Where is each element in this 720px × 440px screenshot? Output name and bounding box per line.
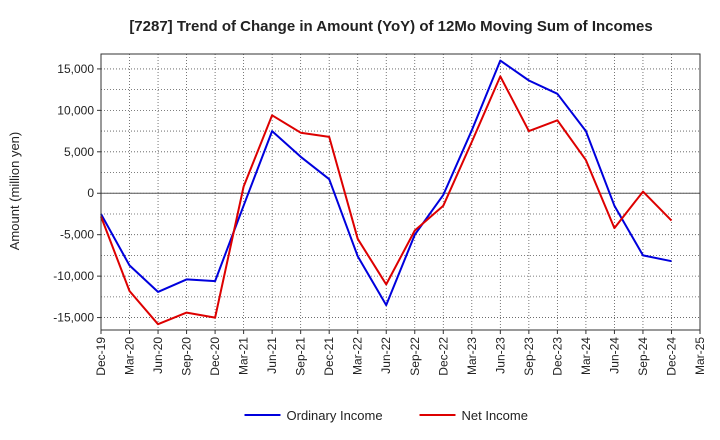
x-tick-label: Dec-21	[322, 337, 336, 376]
x-tick-label: Dec-24	[664, 337, 678, 376]
y-tick-label: 0	[87, 186, 94, 200]
x-tick-label: Jun-22	[379, 337, 393, 374]
x-tick-label: Sep-24	[636, 337, 650, 376]
x-tick-label: Dec-23	[550, 337, 564, 376]
x-tick-label: Jun-24	[607, 337, 621, 374]
legend-label-net-income: Net Income	[462, 408, 528, 423]
x-tick-label: Mar-20	[123, 337, 137, 375]
x-tick-label: Sep-22	[408, 337, 422, 376]
x-tick-label: Dec-20	[208, 337, 222, 376]
y-tick-label: -10,000	[53, 269, 94, 283]
series-line-ordinary-income	[100, 59, 672, 307]
plot-frame	[100, 53, 701, 331]
legend-label-ordinary-income: Ordinary Income	[287, 408, 383, 423]
y-tick-label: 5,000	[64, 145, 94, 159]
y-tick-label: 10,000	[57, 103, 94, 117]
x-tick-label: Dec-22	[436, 337, 450, 376]
x-tick-label: Sep-20	[180, 337, 194, 376]
y-tick-label: -15,000	[53, 311, 94, 325]
x-tick-label: Mar-25	[693, 337, 707, 375]
x-tick-label: Mar-21	[237, 337, 251, 375]
y-tick-label: 15,000	[57, 62, 94, 76]
x-tick-label: Sep-21	[294, 337, 308, 376]
x-tick-label: Jun-20	[151, 337, 165, 374]
x-tick-label: Sep-23	[522, 337, 536, 376]
x-tick-label: Mar-23	[465, 337, 479, 375]
x-tick-label: Dec-19	[94, 337, 108, 376]
x-tick-label: Mar-24	[579, 337, 593, 375]
legend: Ordinary Income Net Income	[244, 408, 528, 423]
y-axis-title: Amount (million yen)	[7, 132, 22, 251]
x-tick-label: Mar-22	[351, 337, 365, 375]
series-line-net-income	[100, 75, 673, 326]
x-tick-label: Jun-21	[265, 337, 279, 374]
chart-title: [7287] Trend of Change in Amount (YoY) o…	[129, 18, 652, 35]
y-tick-label: -5,000	[60, 228, 94, 242]
x-tick-label: Jun-23	[493, 337, 507, 374]
